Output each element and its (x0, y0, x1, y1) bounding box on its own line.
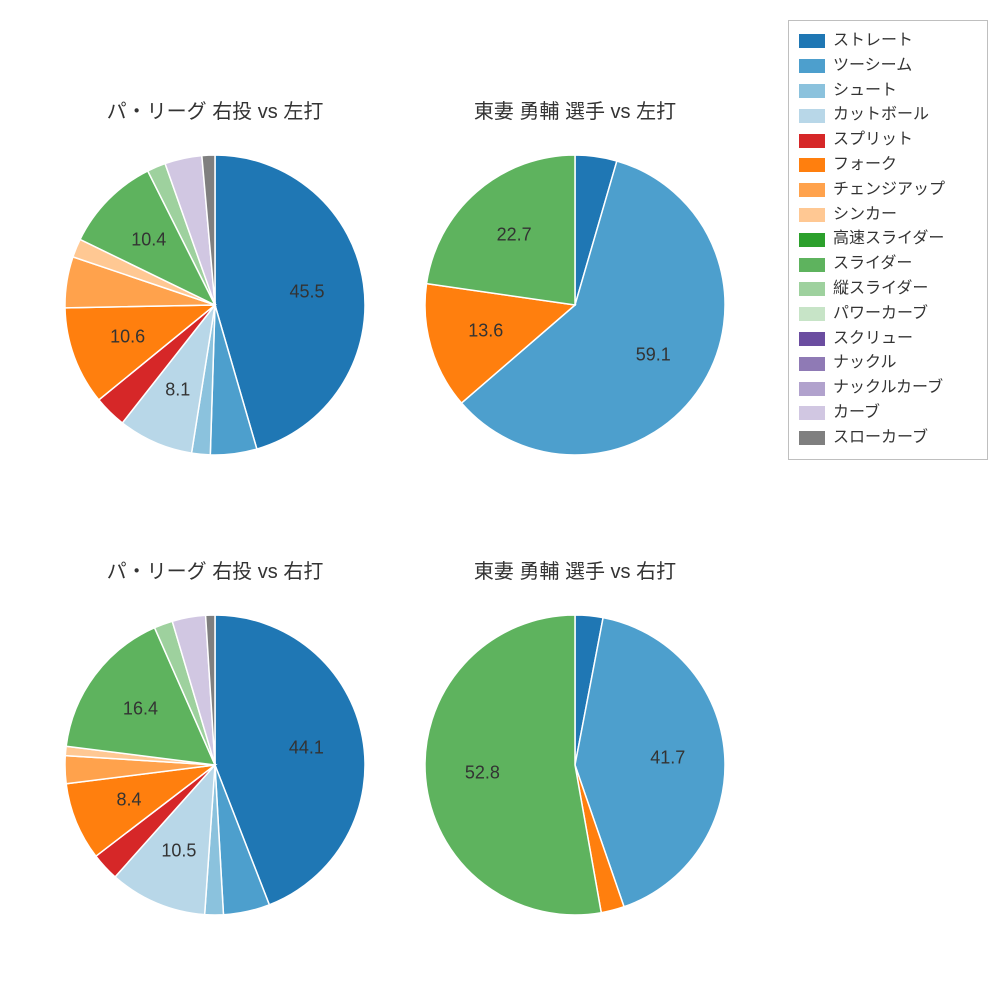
legend-label: パワーカーブ (833, 302, 928, 327)
legend-item: カットボール (799, 103, 977, 128)
slice-label: 41.7 (650, 748, 685, 769)
legend-label: フォーク (833, 153, 897, 178)
legend-swatch (799, 34, 825, 48)
legend-item: スライダー (799, 252, 977, 277)
chart-title: パ・リーグ 右投 vs 左打 (45, 95, 385, 124)
legend-label: シュート (833, 79, 897, 104)
legend-swatch (799, 258, 825, 272)
legend-label: ナックルカーブ (833, 376, 943, 401)
legend-swatch (799, 59, 825, 73)
legend-item: シュート (799, 79, 977, 104)
legend-item: パワーカーブ (799, 302, 977, 327)
chart-title: 東妻 勇輔 選手 vs 右打 (405, 555, 745, 584)
chart-bottom-left: パ・リーグ 右投 vs 右打 44.1 10.5 8.4 16.4 (45, 555, 385, 935)
legend-item: ストレート (799, 29, 977, 54)
legend-swatch (799, 134, 825, 148)
legend-label: 縦スライダー (833, 277, 928, 302)
legend-item: 高速スライダー (799, 227, 977, 252)
legend-item: カーブ (799, 401, 977, 426)
legend-swatch (799, 158, 825, 172)
slice-label: 16.4 (123, 699, 158, 720)
slice-label: 8.4 (116, 790, 141, 811)
legend-swatch (799, 109, 825, 123)
legend-item: スプリット (799, 128, 977, 153)
figure: ストレートツーシームシュートカットボールスプリットフォークチェンジアップシンカー… (0, 0, 1000, 1000)
legend-swatch (799, 282, 825, 296)
legend-label: 高速スライダー (833, 227, 944, 252)
legend-label: カットボール (833, 103, 929, 128)
legend-swatch (799, 84, 825, 98)
slice-label: 59.1 (636, 345, 671, 366)
legend-label: ツーシーム (833, 54, 912, 79)
legend-label: スライダー (833, 252, 912, 277)
legend-label: スプリット (833, 128, 913, 153)
slice-label: 8.1 (165, 380, 190, 401)
slice-label: 13.6 (468, 321, 503, 342)
slice-label: 45.5 (290, 281, 325, 302)
legend-item: チェンジアップ (799, 178, 977, 203)
slice-label: 52.8 (465, 763, 500, 784)
legend-label: ナックル (833, 351, 897, 376)
legend-item: スローカーブ (799, 426, 977, 451)
legend-item: ツーシーム (799, 54, 977, 79)
slice-label: 22.7 (497, 224, 532, 245)
chart-title: パ・リーグ 右投 vs 右打 (45, 555, 385, 584)
chart-top-right: 東妻 勇輔 選手 vs 左打 59.1 13.6 22.7 (405, 95, 745, 475)
pie: 44.1 10.5 8.4 16.4 (65, 615, 365, 915)
legend-label: チェンジアップ (833, 178, 945, 203)
legend-swatch (799, 357, 825, 371)
legend-swatch (799, 382, 825, 396)
legend-item: ナックルカーブ (799, 376, 977, 401)
pie: 41.7 52.8 (425, 615, 725, 915)
legend-label: シンカー (833, 203, 897, 228)
legend-item: フォーク (799, 153, 977, 178)
legend-swatch (799, 233, 825, 247)
legend-item: ナックル (799, 351, 977, 376)
legend-swatch (799, 307, 825, 321)
legend-swatch (799, 406, 825, 420)
legend-label: カーブ (833, 401, 880, 426)
slice-label: 10.6 (110, 327, 145, 348)
slice-label: 10.4 (131, 229, 166, 250)
pie-slice (425, 615, 601, 915)
pie: 59.1 13.6 22.7 (425, 155, 725, 455)
slice-label: 44.1 (289, 737, 324, 758)
chart-bottom-right: 東妻 勇輔 選手 vs 右打 41.7 52.8 (405, 555, 745, 935)
legend-item: スクリュー (799, 327, 977, 352)
legend-swatch (799, 208, 825, 222)
chart-title: 東妻 勇輔 選手 vs 左打 (405, 95, 745, 124)
chart-top-left: パ・リーグ 右投 vs 左打 45.5 8.1 10.6 10.4 (45, 95, 385, 475)
legend-label: スクリュー (833, 327, 913, 352)
legend-label: ストレート (833, 29, 913, 54)
legend-item: シンカー (799, 203, 977, 228)
legend-swatch (799, 431, 825, 445)
legend: ストレートツーシームシュートカットボールスプリットフォークチェンジアップシンカー… (788, 20, 988, 460)
legend-swatch (799, 332, 825, 346)
legend-swatch (799, 183, 825, 197)
legend-item: 縦スライダー (799, 277, 977, 302)
slice-label: 10.5 (161, 840, 196, 861)
pie: 45.5 8.1 10.6 10.4 (65, 155, 365, 455)
legend-label: スローカーブ (833, 426, 928, 451)
